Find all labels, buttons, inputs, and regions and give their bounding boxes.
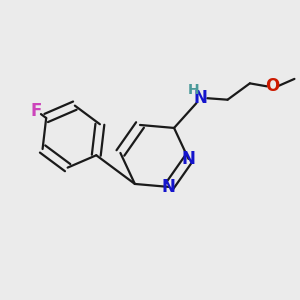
Text: N: N [194,89,208,107]
Text: H: H [188,83,199,97]
Text: N: N [182,150,195,168]
Text: F: F [31,102,42,120]
Text: N: N [162,178,176,196]
Text: O: O [265,77,279,95]
